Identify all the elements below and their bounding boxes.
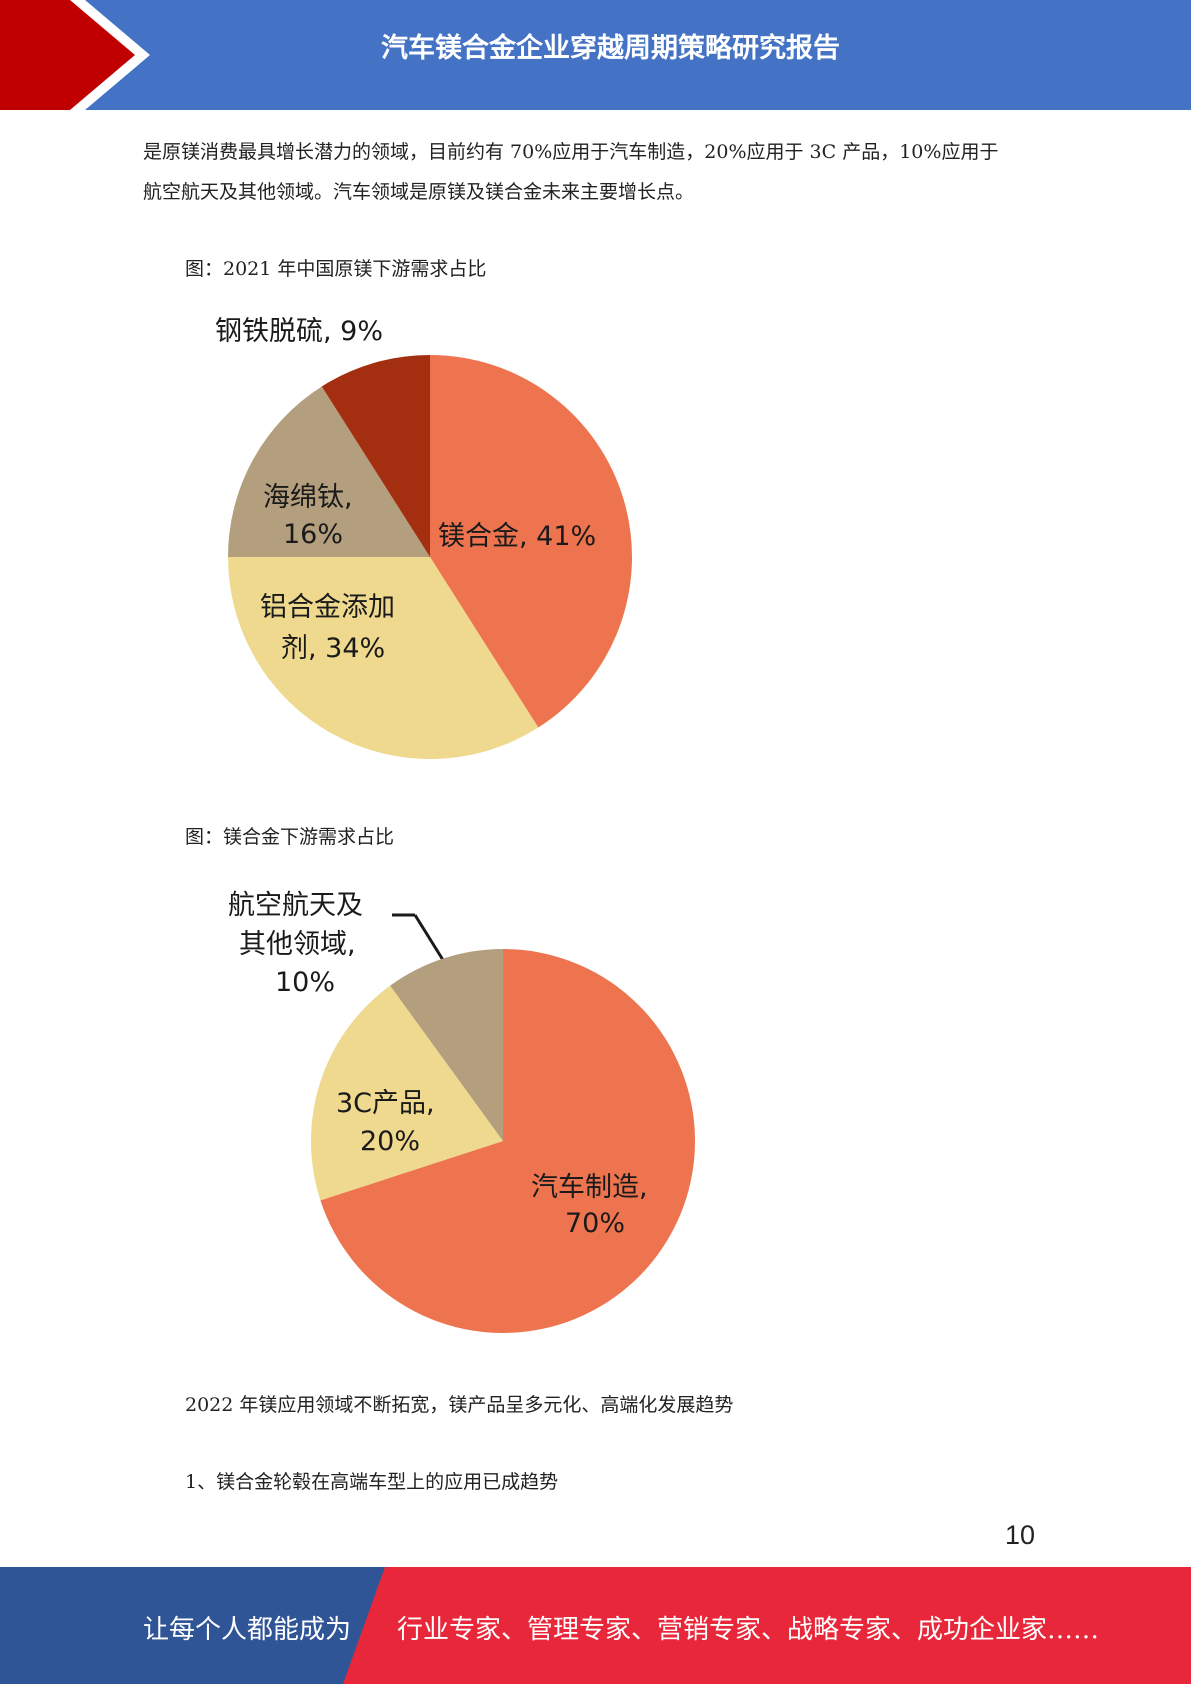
intro-line-2: 航空航天及其他领域。汽车领域是原镁及镁合金未来主要增长点。: [143, 181, 695, 203]
pie2-label-3c-b: 20%: [360, 1126, 420, 1157]
pie2-label-auto-b: 70%: [565, 1208, 625, 1239]
pie1-label-sponge-titanium-a: 海绵钛,: [263, 482, 353, 513]
pie1-label-al-alloy-b: 剂, 34%: [281, 633, 385, 664]
pie2-label-aerospace-b: 其他领域,: [239, 929, 356, 960]
pie1-label-sponge-titanium-b: 16%: [283, 519, 343, 550]
pie1-slice-2: [228, 386, 430, 557]
pie2-label-3c-a: 3C产品,: [336, 1088, 435, 1119]
pie1-label-steel-desulfurization: 钢铁脱硫, 9%: [215, 316, 383, 347]
body-line-section-1: 1、镁合金轮毂在高端车型上的应用已成趋势: [185, 1471, 559, 1493]
footer-slogan-left: 让每个人都能成为: [143, 1615, 352, 1645]
pie2-label-aerospace-a: 航空航天及: [228, 890, 363, 921]
pie1-slice-0: [430, 355, 632, 728]
pie2-label-auto-a: 汽车制造,: [531, 1172, 648, 1203]
intro-line-1: 是原镁消费最具增长潜力的领域，目前约有 70%应用于汽车制造，20%应用于 3C…: [143, 141, 999, 163]
pie-chart-mg-alloy-demand: 航空航天及 其他领域, 10% 3C产品, 20% 汽车制造, 70%: [228, 890, 695, 1333]
footer-banner-background: [0, 1567, 1191, 1684]
page-number: 10: [1005, 1520, 1036, 1550]
page-header: 汽车镁合金企业穿越周期策略研究报告: [0, 0, 1191, 110]
pie-chart-raw-magnesium-demand: 钢铁脱硫, 9% 海绵钛, 16% 镁合金, 41% 铝合金添加 剂, 34%: [215, 316, 632, 759]
pie2-slices: [310, 949, 695, 1333]
page-footer: 让每个人都能成为 行业专家、管理专家、营销专家、战略专家、成功企业家……: [0, 1567, 1191, 1684]
pie2-leader-line-d: [413, 914, 445, 961]
body-line-trend: 2022 年镁应用领域不断拓宽，镁产品呈多元化、高端化发展趋势: [185, 1394, 734, 1416]
pie2-slice-2: [390, 949, 503, 1141]
figure1-caption: 图：2021 年中国原镁下游需求占比: [185, 258, 487, 280]
pie1-slice-3: [321, 355, 430, 557]
pie2-slice-1: [310, 985, 503, 1201]
pie1-slices: [228, 355, 632, 759]
report-title: 汽车镁合金企业穿越周期策略研究报告: [381, 33, 840, 64]
pie1-slice-1: [228, 557, 539, 759]
pie2-slice-0: [320, 949, 695, 1333]
pie2-label-aerospace-c: 10%: [275, 967, 335, 998]
figure2-caption: 图：镁合金下游需求占比: [185, 826, 395, 848]
header-chevron-decoration: [0, 0, 150, 110]
pie1-label-mg-alloy: 镁合金, 41%: [438, 521, 596, 552]
footer-slogan-right: 行业专家、管理专家、营销专家、战略专家、成功企业家……: [397, 1615, 1100, 1645]
pie1-label-al-alloy-a: 铝合金添加: [260, 592, 395, 623]
intro-paragraph: 是原镁消费最具增长潜力的领域，目前约有 70%应用于汽车制造，20%应用于 3C…: [143, 132, 1063, 212]
